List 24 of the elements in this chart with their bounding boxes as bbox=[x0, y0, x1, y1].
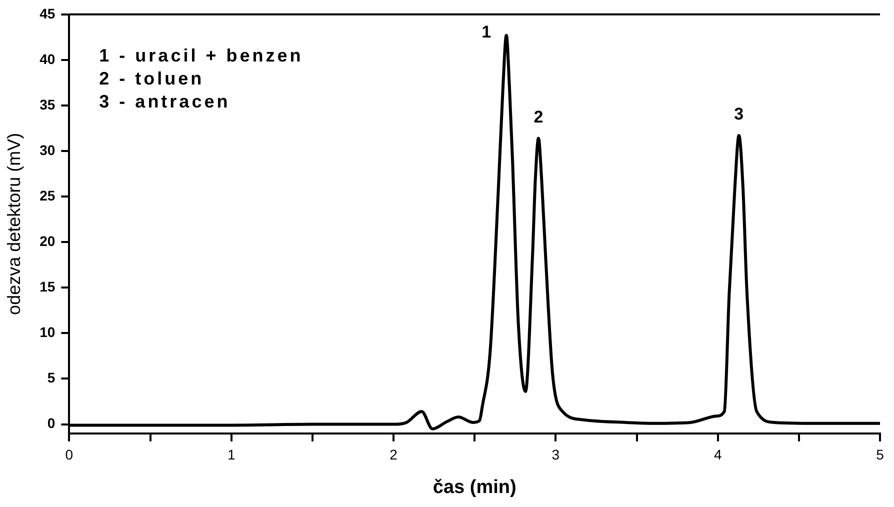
y-tick-label: 40 bbox=[40, 50, 56, 67]
annotation: 3 bbox=[734, 104, 744, 124]
x-axis-title: čas (min) bbox=[432, 476, 516, 498]
annotation: 3 - antracen bbox=[99, 91, 230, 112]
x-tick-label: 2 bbox=[390, 446, 398, 463]
annotation: 2 bbox=[534, 107, 544, 126]
y-tick-label: 35 bbox=[40, 96, 56, 112]
y-tick-label: 0 bbox=[47, 415, 56, 432]
y-tick-label: 30 bbox=[40, 142, 56, 158]
y-tick-label: 45 bbox=[40, 5, 56, 22]
x-tick-label: 1 bbox=[227, 446, 236, 463]
x-tick-label: 4 bbox=[714, 446, 722, 463]
annotation: 1 bbox=[482, 22, 492, 42]
x-tick-label: 0 bbox=[65, 446, 74, 463]
y-tick-label: 25 bbox=[40, 187, 56, 204]
x-tick-label: 3 bbox=[552, 446, 560, 463]
y-axis-title: odezva detektoru (mV) bbox=[4, 132, 24, 315]
y-tick-label: 20 bbox=[40, 232, 56, 249]
y-tick-label: 10 bbox=[40, 324, 56, 340]
y-tick-label: 15 bbox=[40, 278, 56, 295]
annotation: 2 - toluen bbox=[99, 68, 204, 88]
x-tick-label: 5 bbox=[876, 446, 884, 463]
annotation: 1 - uracil + benzen bbox=[99, 45, 304, 66]
y-tick-label: 5 bbox=[47, 370, 56, 386]
